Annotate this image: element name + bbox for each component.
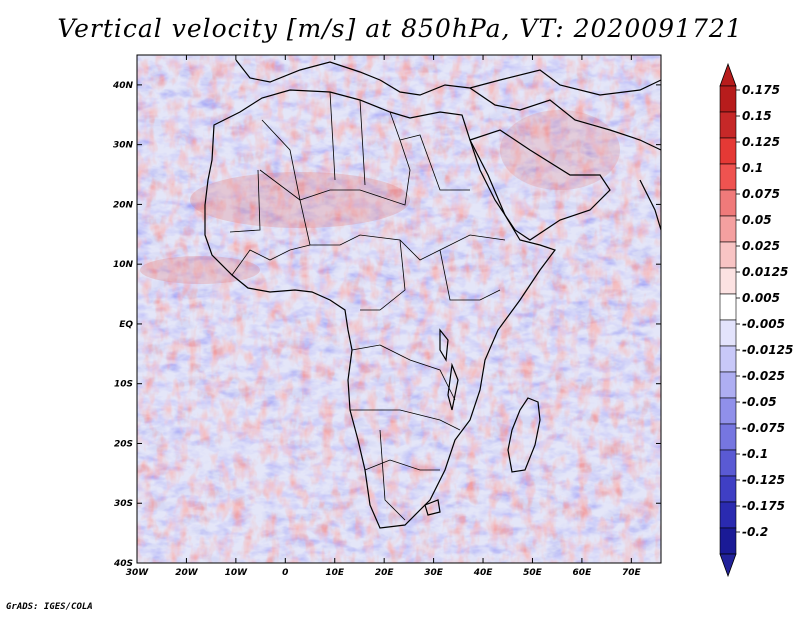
arabia-coastline <box>469 129 611 241</box>
lon-label: 50E <box>523 568 543 578</box>
colorbar-label: -0.05 <box>742 395 777 409</box>
colorbar-label: 0.15 <box>742 109 772 123</box>
colorbar-label: -0.2 <box>742 525 768 539</box>
colorbar-label: 0.175 <box>742 83 780 97</box>
colorbar-swatch <box>719 371 737 399</box>
colorbar: 0.175 0.15 0.125 0.1 0.075 0.05 0.025 0.0125 0.0… <box>719 62 793 578</box>
colorbar-label: -0.175 <box>742 499 785 513</box>
colorbar-label: -0.005 <box>742 317 785 331</box>
lat-label: 20N <box>113 200 134 210</box>
lon-label: 30E <box>424 568 444 578</box>
colorbar-swatch <box>719 137 737 165</box>
madagascar-coastline <box>507 397 541 473</box>
colorbar-label: 0.1 <box>742 161 763 175</box>
latitude-axis: 40N 30N 20N 10N EQ 10S 20S 30S 40S <box>112 81 661 569</box>
africa-coastline <box>204 89 556 529</box>
lon-label: 30W <box>126 568 150 578</box>
lat-label: 40S <box>113 559 133 569</box>
map-frame <box>136 54 662 564</box>
colorbar-label: -0.1 <box>742 447 768 461</box>
colorbar-swatch <box>719 163 737 191</box>
colorbar-label: -0.075 <box>742 421 785 435</box>
colorbar-label: 0.005 <box>742 291 780 305</box>
lon-label: 70E <box>622 568 642 578</box>
colorbar-label: -0.125 <box>742 473 785 487</box>
colorbar-bottom-arrow <box>719 553 737 578</box>
colorbar-label: -0.025 <box>742 369 785 383</box>
colorbar-swatch <box>719 501 737 529</box>
lon-label: 10E <box>325 568 345 578</box>
lon-label: 60E <box>573 568 593 578</box>
lon-label: 40E <box>473 568 494 578</box>
colorbar-swatch <box>719 189 737 217</box>
colorbar-label: 0.0125 <box>742 265 788 279</box>
colorbar-swatch <box>719 475 737 503</box>
colorbar-swatch <box>719 267 737 295</box>
colorbar-swatch <box>719 319 737 347</box>
colorbar-swatch <box>719 215 737 243</box>
coastlines <box>204 59 661 529</box>
colorbar-swatch <box>719 241 737 269</box>
colorbar-label: 0.025 <box>742 239 780 253</box>
longitude-axis: 30W 20W 10W 0 10E 20E 30E 40E 50E 60E 70E <box>126 55 642 578</box>
lat-label: 40N <box>112 81 134 91</box>
colorbar-swatch <box>719 293 737 321</box>
lat-label: 20S <box>114 439 133 449</box>
colorbar-label: 0.125 <box>742 135 780 149</box>
colorbar-swatch <box>719 397 737 425</box>
grads-credit: GrADS: IGES/COLA <box>6 602 93 612</box>
lat-label: 30N <box>113 141 134 151</box>
colorbar-label: -0.0125 <box>742 343 793 357</box>
country-borders <box>229 91 506 521</box>
lon-label: 10W <box>225 568 249 578</box>
colorbar-top-arrow <box>719 62 737 87</box>
colorbar-swatch <box>719 449 737 477</box>
velocity-streaks <box>137 55 661 563</box>
colorbar-label: 0.075 <box>742 187 780 201</box>
lat-label: EQ <box>119 320 133 330</box>
lat-label: 10S <box>114 380 133 390</box>
europe-coastline <box>235 59 661 96</box>
colorbar-swatch <box>719 111 737 139</box>
colorbar-swatch <box>719 423 737 451</box>
colorbar-swatch <box>719 85 737 113</box>
lon-label: 20E <box>375 568 395 578</box>
colorbar-label: 0.05 <box>742 213 772 227</box>
map-title: Vertical velocity [m/s] at 850hPa, VT: 2… <box>57 14 743 43</box>
lon-label: 0 <box>282 568 288 578</box>
lat-label: 30S <box>114 499 133 509</box>
lat-label: 10N <box>113 260 134 270</box>
colorbar-swatch <box>719 527 737 555</box>
colorbar-swatch <box>719 345 737 373</box>
lon-label: 20W <box>175 568 199 578</box>
